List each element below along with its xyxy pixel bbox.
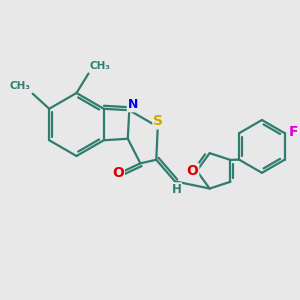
Text: CH₃: CH₃ — [90, 61, 111, 70]
Text: S: S — [153, 114, 164, 128]
Text: O: O — [186, 164, 198, 178]
Text: N: N — [128, 98, 138, 111]
Text: O: O — [112, 166, 124, 180]
Text: F: F — [288, 125, 298, 139]
Text: H: H — [171, 183, 181, 196]
Text: CH₃: CH₃ — [9, 81, 30, 91]
